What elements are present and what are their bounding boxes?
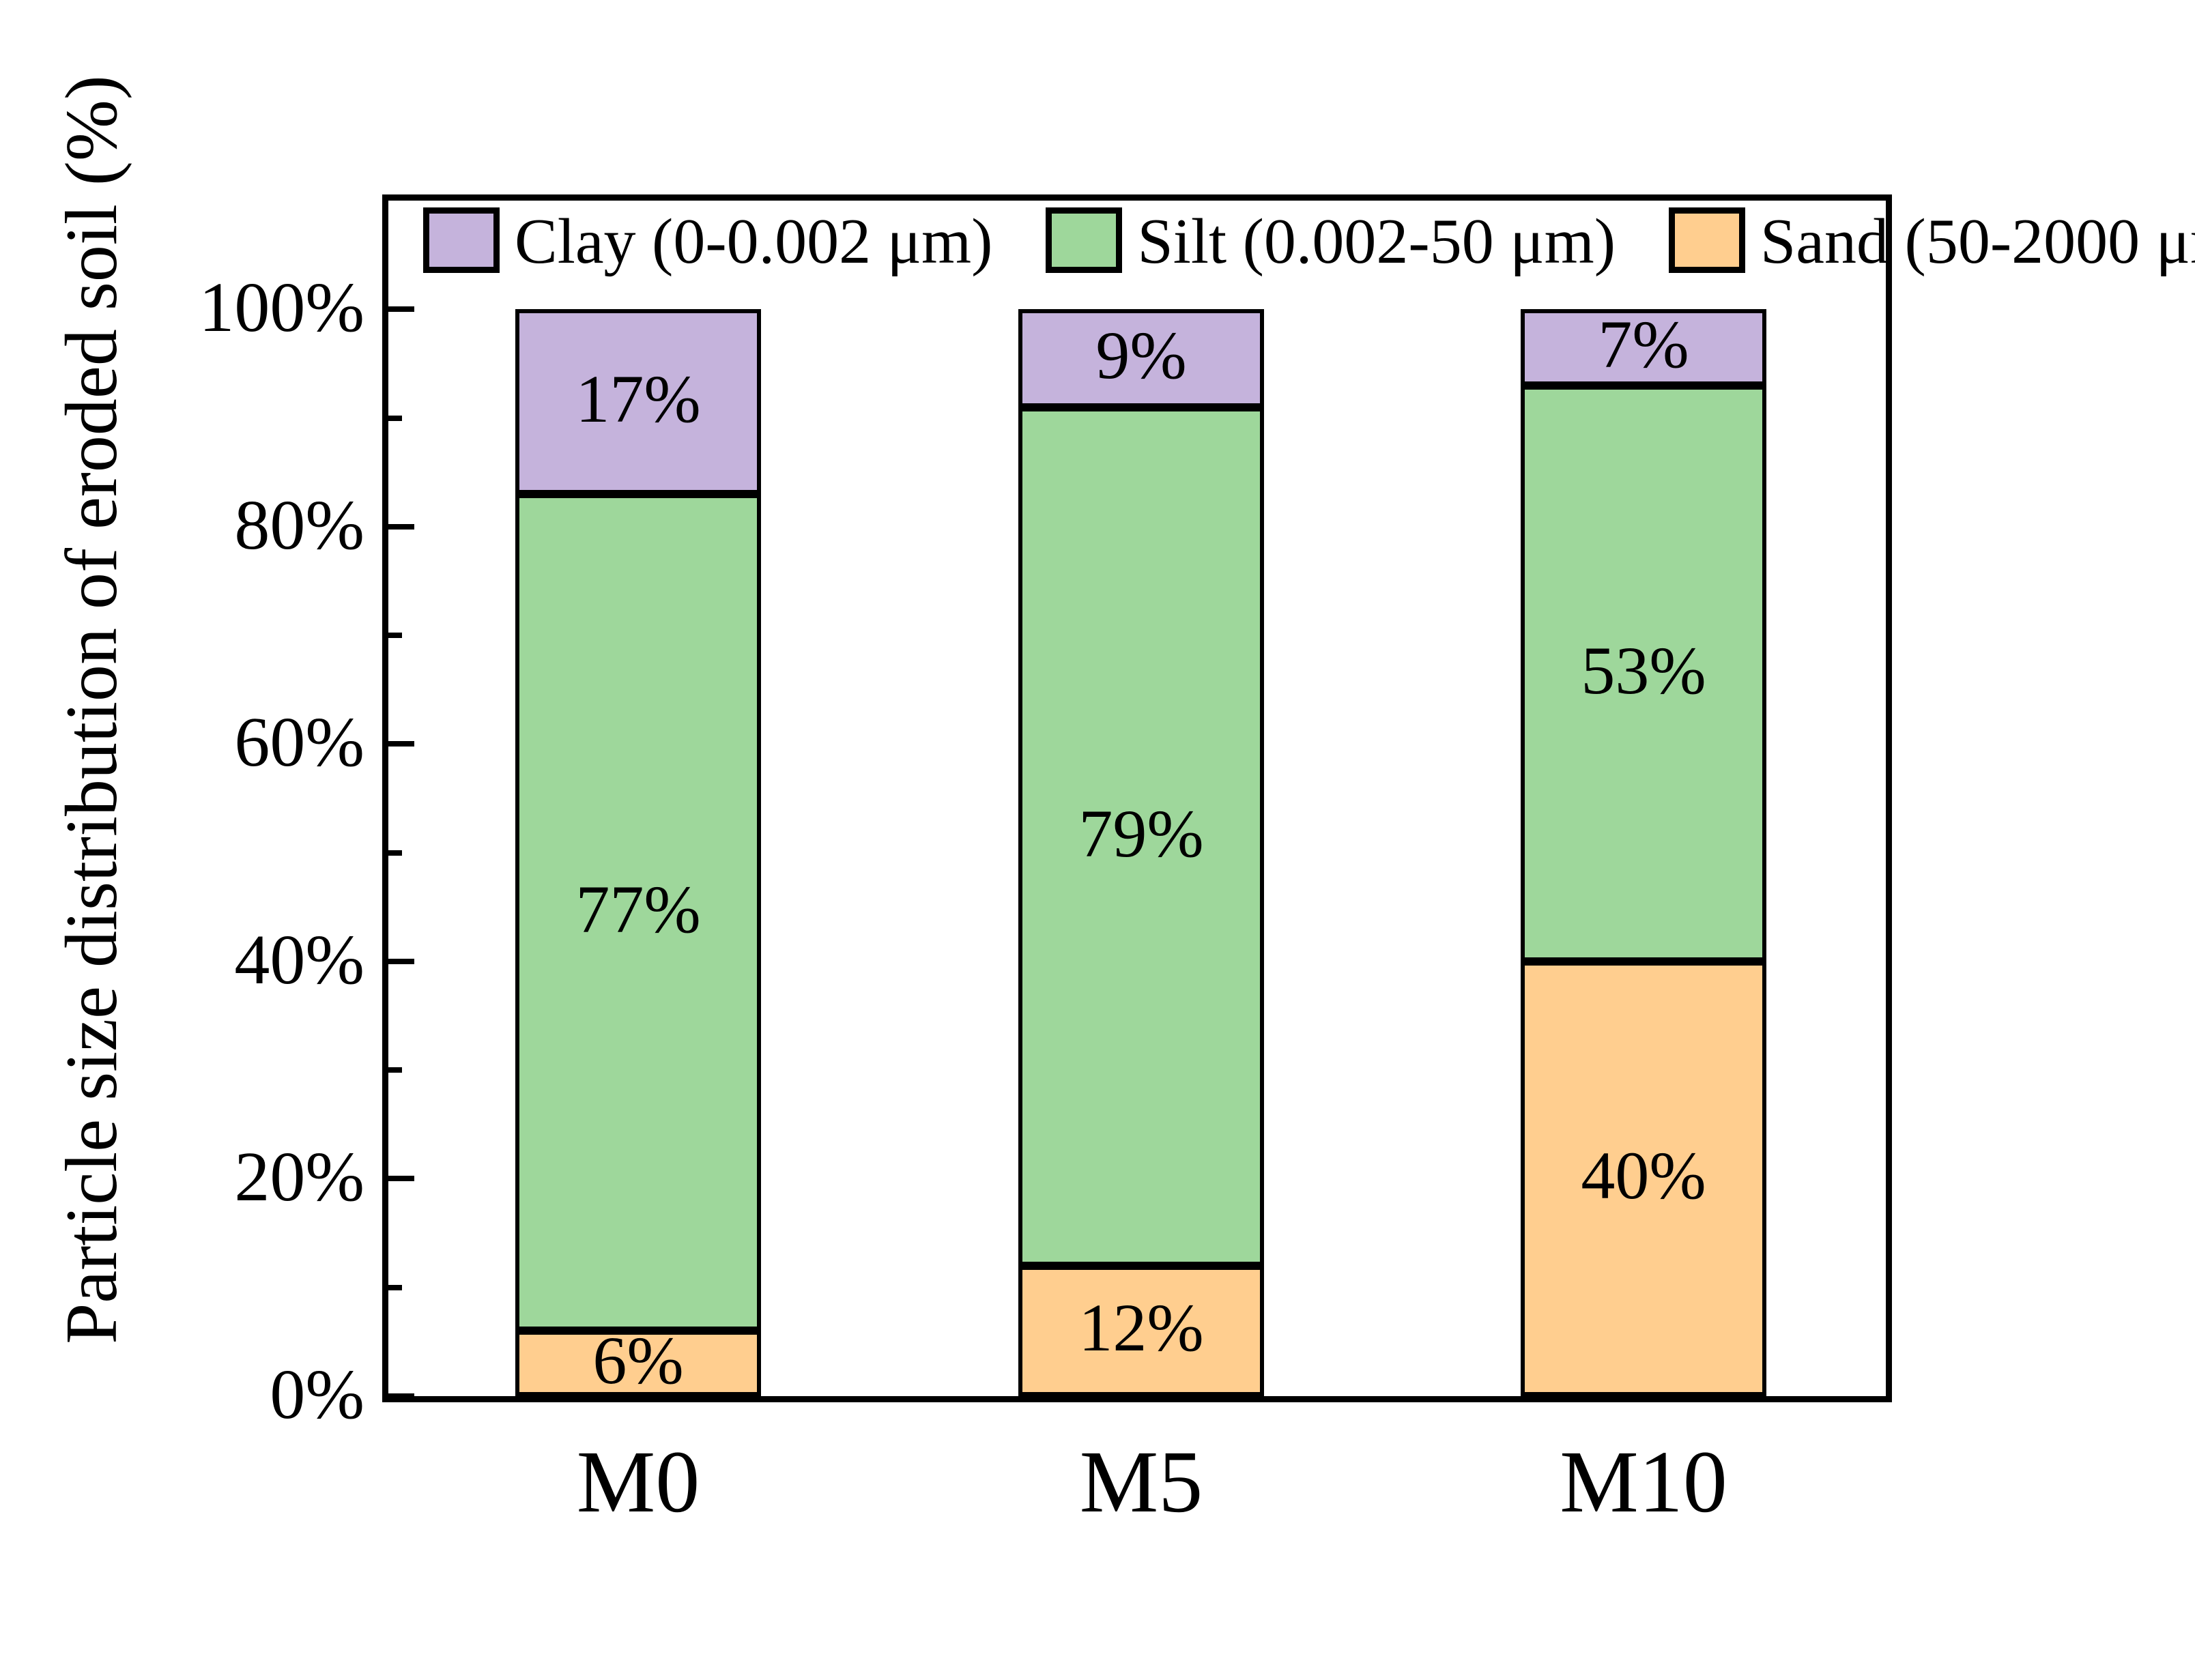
- legend-label: Silt (0.002-50 μm): [1137, 206, 1616, 277]
- bar-segment[interactable]: 7%: [1521, 306, 1766, 386]
- bar-segment-value-label: 9%: [1095, 317, 1187, 393]
- bar-segment-value-label: 40%: [1581, 1138, 1706, 1214]
- x-axis-tick-label: M10: [1560, 1433, 1727, 1531]
- x-axis-tick-label: M5: [1079, 1433, 1203, 1531]
- bar-segment-value-label: 17%: [575, 360, 701, 437]
- y-axis-minor-tick: [388, 850, 402, 856]
- y-axis-major-tick: [388, 958, 414, 964]
- bar-segment[interactable]: 53%: [1521, 385, 1766, 961]
- stacked-bar[interactable]: 6% 77% 17%: [515, 201, 761, 1396]
- y-axis-minor-tick: [388, 633, 402, 639]
- legend-label: Clay (0-0.002 μm): [515, 206, 993, 277]
- sand-swatch: [1669, 207, 1746, 273]
- legend-entry[interactable]: Clay (0-0.002 μm): [423, 206, 993, 277]
- stacked-bar[interactable]: 40% 53% 7%: [1521, 201, 1766, 1396]
- y-axis-minor-tick: [388, 415, 402, 421]
- bar-segment-value-label: 12%: [1078, 1290, 1204, 1366]
- chart-legend: Clay (0-0.002 μm) Silt (0.002-50 μm) Sand …: [423, 205, 2195, 276]
- y-axis-major-tick: [388, 1176, 414, 1182]
- bar-segment-value-label: 6%: [592, 1322, 684, 1399]
- y-axis-minor-tick: [388, 1067, 402, 1073]
- bar-segment[interactable]: 12%: [1018, 1265, 1264, 1396]
- y-axis-minor-tick: [388, 1284, 402, 1290]
- legend-entry[interactable]: Silt (0.002-50 μm): [1046, 206, 1616, 277]
- bar-segment-value-label: 53%: [1581, 632, 1706, 708]
- bar-segment-value-label: 7%: [1598, 306, 1689, 383]
- y-axis-major-tick: [388, 741, 414, 747]
- legend-label: Sand (50-2000 μm): [1760, 206, 2195, 277]
- bar-segment[interactable]: 77%: [515, 494, 761, 1331]
- bar-segment[interactable]: 17%: [515, 309, 761, 495]
- bar-segment[interactable]: 6%: [515, 1327, 761, 1396]
- legend-entry[interactable]: Sand (50-2000 μm): [1669, 206, 2195, 277]
- silt-swatch: [1046, 207, 1123, 273]
- plot-area: 6% 77% 17% 12% 79% 9% 40% 53% 7%: [388, 201, 1886, 1399]
- bar-segment[interactable]: 40%: [1521, 961, 1766, 1396]
- stacked-bar[interactable]: 12% 79% 9%: [1018, 201, 1264, 1396]
- y-axis-major-tick: [388, 306, 414, 313]
- y-axis-major-tick: [388, 523, 414, 530]
- y-axis-major-tick: [388, 1393, 414, 1399]
- bar-segment[interactable]: 9%: [1018, 309, 1264, 407]
- clay-swatch: [423, 207, 500, 273]
- bar-segment[interactable]: 79%: [1018, 407, 1264, 1266]
- x-axis-tick-label: M0: [576, 1433, 700, 1531]
- plot-frame: 6% 77% 17% 12% 79% 9% 40% 53% 7%: [382, 194, 1892, 1402]
- bar-segment-value-label: 79%: [1078, 795, 1204, 871]
- bar-segment-value-label: 77%: [575, 871, 701, 948]
